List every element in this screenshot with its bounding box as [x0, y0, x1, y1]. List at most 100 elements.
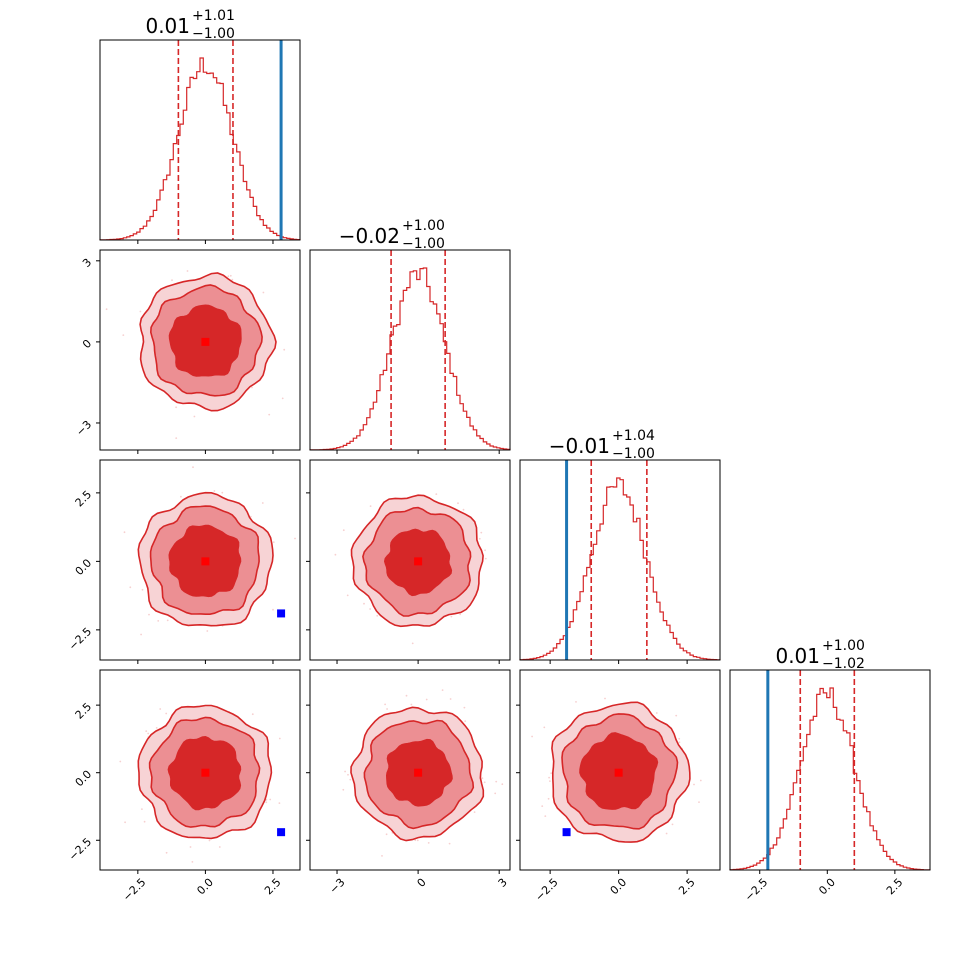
scatter-panel-3-2 — [334, 493, 487, 645]
panel-frame-4-2 — [309, 669, 511, 871]
sample-point — [231, 278, 234, 281]
sample-point — [265, 798, 268, 801]
title-minus: −1.00 — [192, 26, 235, 42]
sample-point — [159, 708, 162, 710]
sample-point — [480, 531, 483, 534]
sample-point — [550, 772, 553, 775]
sample-point — [473, 811, 476, 813]
sample-point — [678, 741, 681, 744]
truth-marker — [277, 828, 286, 837]
panel-title-4: 0.01 +1.00 −1.02 — [775, 638, 864, 672]
sample-point — [268, 413, 271, 416]
y-tick-label: 0.0 — [73, 768, 95, 790]
sample-point — [531, 735, 533, 738]
sample-point — [481, 777, 484, 780]
sample-point — [441, 689, 444, 691]
x-tick-label: 2.5 — [676, 876, 698, 898]
sample-point — [385, 833, 388, 836]
panel-frames — [99, 39, 931, 871]
sample-point — [147, 732, 150, 735]
sample-point — [278, 802, 281, 804]
sample-point — [192, 466, 194, 469]
x-tick-label: 0.0 — [194, 876, 216, 898]
sample-point — [269, 798, 272, 801]
x-tick-label: 2.5 — [262, 876, 284, 898]
sample-point — [141, 808, 143, 810]
sample-point — [450, 615, 453, 618]
title-median: −0.02 — [339, 224, 400, 248]
y-tick-label: 2.5 — [73, 488, 95, 510]
sample-point — [166, 619, 169, 622]
y-tick-label: 0 — [80, 337, 94, 351]
title-minus: −1.02 — [822, 656, 865, 672]
x-tick-label: 0 — [415, 876, 429, 890]
sample-point — [464, 720, 467, 722]
sample-point — [544, 815, 547, 817]
panel-title-1: 0.01 +1.01 −1.00 — [145, 8, 234, 42]
title-median: 0.01 — [145, 14, 190, 38]
marks-layer — [99, 40, 931, 871]
x-tick-label: −3 — [327, 876, 348, 897]
median-marker — [614, 768, 623, 777]
sample-point — [435, 493, 438, 495]
sample-point — [484, 549, 486, 552]
panel-frame-1-1 — [99, 39, 301, 241]
sample-point — [129, 586, 132, 589]
title-median: −0.01 — [549, 434, 610, 458]
sample-point — [272, 608, 274, 611]
median-marker — [201, 768, 210, 777]
sample-point — [425, 698, 428, 701]
sample-point — [346, 594, 349, 597]
sample-point — [171, 279, 173, 282]
sample-point — [148, 613, 150, 616]
sample-point — [410, 703, 413, 706]
panel-frame-3-1 — [99, 459, 301, 661]
sample-point — [575, 701, 577, 703]
sample-point — [249, 515, 252, 518]
sample-point — [221, 491, 224, 494]
y-tick-label: 2.5 — [73, 700, 95, 722]
sample-point — [699, 779, 702, 782]
y-tick-label: −2.5 — [66, 835, 94, 863]
sample-point — [272, 541, 275, 543]
sample-point — [208, 839, 211, 842]
sample-point — [678, 737, 681, 740]
panel-frame-3-3 — [519, 459, 721, 661]
sample-point — [484, 557, 487, 560]
truth-marker — [277, 609, 286, 618]
sample-point — [693, 783, 695, 786]
scatter-panel-4-3 — [531, 697, 702, 843]
sample-point — [344, 770, 346, 773]
scatter-panel-4-2 — [342, 689, 504, 857]
sample-point — [193, 415, 196, 418]
x-tick-label: −2.5 — [120, 876, 148, 904]
y-tick-label: −3 — [74, 418, 95, 439]
panel-frame-4-3 — [519, 669, 721, 871]
sample-point — [119, 760, 122, 763]
median-marker — [201, 557, 210, 566]
sample-point — [457, 502, 459, 505]
sample-point — [448, 842, 451, 845]
title-minus: −1.00 — [402, 236, 445, 252]
x-tick-label: 0.0 — [816, 876, 838, 898]
y-tick-label: −2.5 — [66, 625, 94, 653]
x-tick-label: −2.5 — [742, 876, 770, 904]
sample-point — [281, 397, 284, 400]
panel-title-2: −0.02 +1.00 −1.00 — [339, 218, 445, 252]
sample-point — [229, 274, 232, 277]
sample-point — [501, 783, 504, 786]
sample-point — [105, 308, 108, 311]
sample-point — [251, 386, 253, 389]
title-plus: +1.01 — [192, 8, 235, 24]
title-plus: +1.00 — [822, 638, 865, 654]
sample-point — [278, 737, 281, 740]
sample-point — [124, 821, 126, 824]
sample-point — [376, 614, 379, 617]
x-tick-label: 3 — [496, 876, 510, 890]
sample-point — [180, 495, 182, 498]
sample-point — [411, 642, 414, 645]
x-tick-label: 0.0 — [608, 876, 630, 898]
sample-point — [478, 537, 481, 540]
title-layer: 0.01 +1.01−1.00−0.02 +1.00−1.00−0.01 +1.04−… — [145, 8, 864, 672]
sample-point — [189, 846, 192, 848]
